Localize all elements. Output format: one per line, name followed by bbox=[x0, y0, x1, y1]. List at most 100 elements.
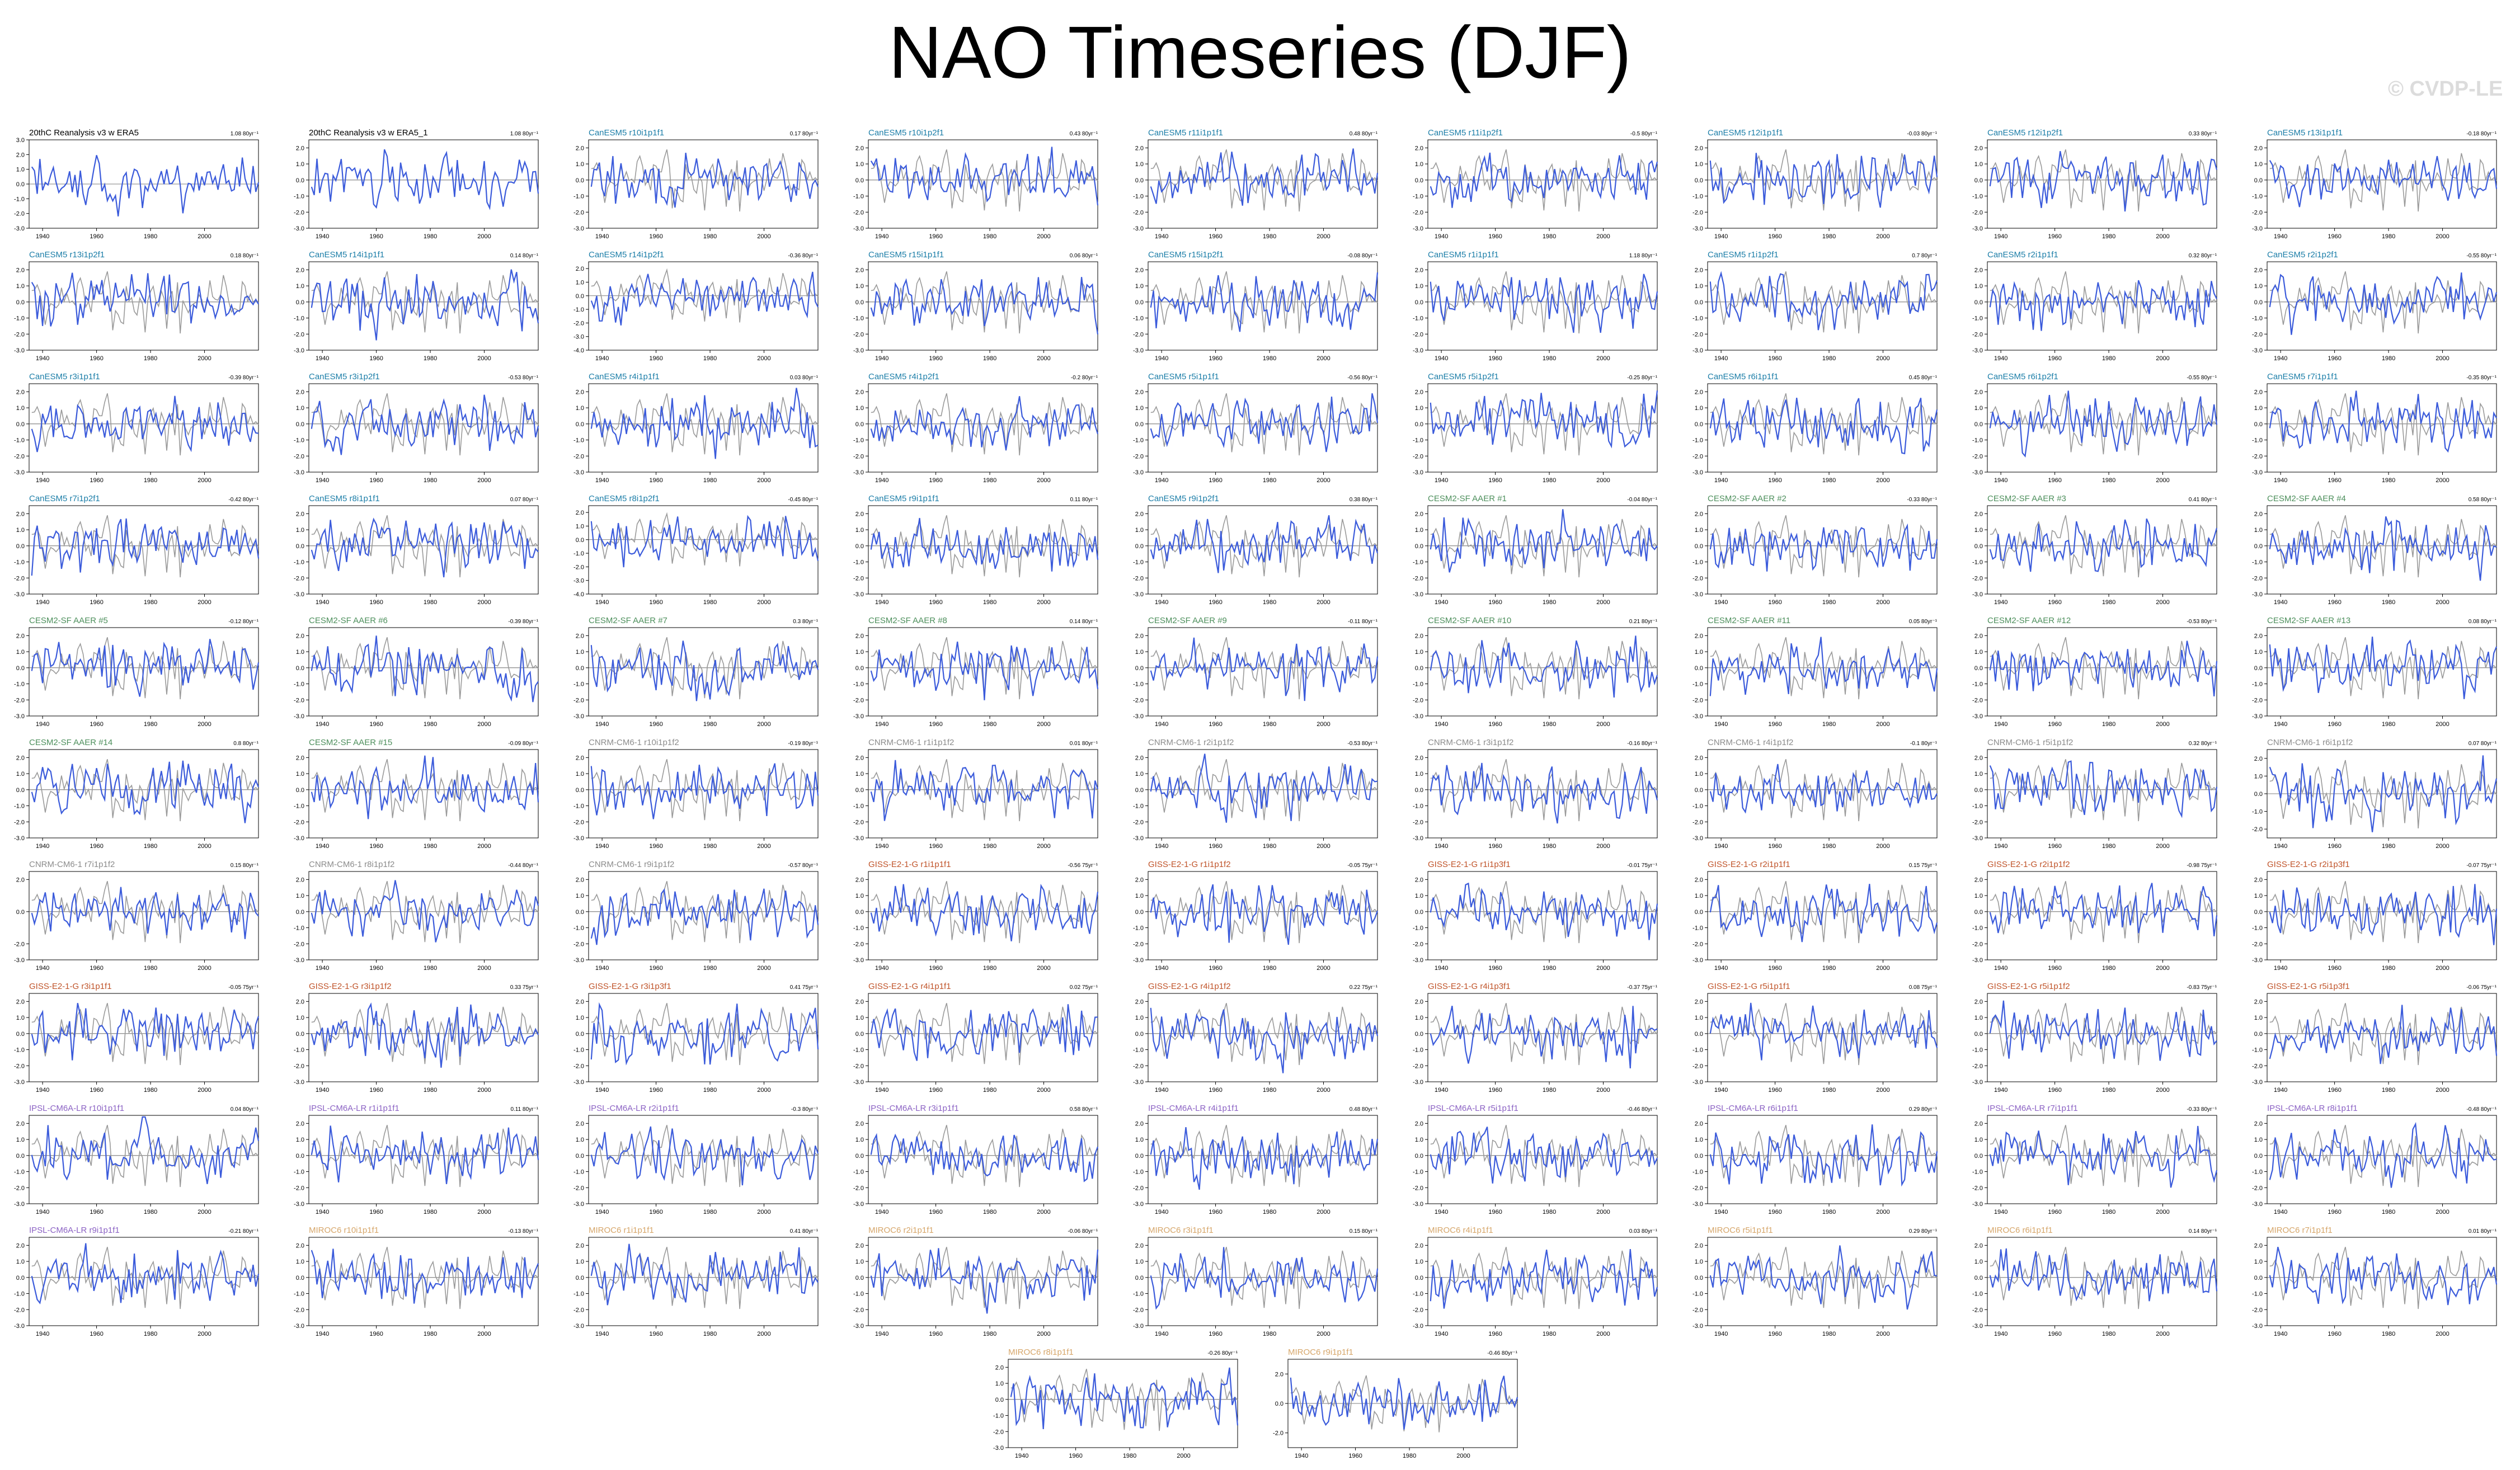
y-tick-label: 1.0 bbox=[296, 161, 304, 168]
x-tick-label: 1960 bbox=[1209, 721, 1222, 728]
chart-panel: CanESM5 r4i1p2f1 -0.2 80yr⁻¹ 2.0 1.0 0.0 -1.0… bbox=[853, 372, 1099, 484]
member-series-line bbox=[311, 149, 539, 210]
x-tick-label: 1940 bbox=[316, 355, 329, 362]
chart-panel: GISS-E2-1-G r3i1p1f1 -0.05 75yr⁻¹ 2.0 1.0 0.… bbox=[14, 982, 260, 1094]
x-tick-label: 1940 bbox=[1714, 965, 1728, 972]
y-tick-label: -3.0 bbox=[14, 1323, 25, 1330]
observed-series-line bbox=[31, 1125, 259, 1188]
panel-trend: -0.19 80yr⁻¹ bbox=[788, 741, 818, 747]
y-tick-label: 0.0 bbox=[1974, 299, 1983, 306]
plot-frame bbox=[1707, 993, 1938, 1082]
chart-panel: GISS-E2-1-G r5i1p3f1 -0.06 75yr⁻¹ 2.0 1.0 0.… bbox=[2252, 982, 2498, 1094]
y-tick-label: -3.0 bbox=[1413, 347, 1423, 354]
y-tick-label: -3.0 bbox=[294, 469, 304, 476]
chart-panel: CNRM-CM6-1 r6i1p1f2 0.07 80yr⁻¹ 2.0 1.0 0.0 -… bbox=[2252, 738, 2498, 850]
x-tick-label: 1940 bbox=[36, 599, 49, 606]
x-tick-label: 1940 bbox=[316, 1331, 329, 1337]
observed-series-line bbox=[1990, 393, 2217, 456]
y-tick-label: 2.0 bbox=[1415, 755, 1423, 761]
y-tick-label: 1.0 bbox=[995, 1381, 1004, 1387]
x-tick-label: 1980 bbox=[1822, 721, 1836, 728]
x-tick-label: 1960 bbox=[1209, 1331, 1222, 1337]
x-tick-label: 1940 bbox=[1435, 1209, 1448, 1215]
y-tick-label: -3.0 bbox=[1692, 1079, 1703, 1086]
plot-frame bbox=[1707, 383, 1938, 473]
y-tick-label: -3.0 bbox=[1972, 957, 1983, 964]
x-tick-label: 1960 bbox=[929, 233, 942, 240]
panel-title: MIROC6 r7i1p1f1 bbox=[2267, 1226, 2333, 1235]
y-tick-label: 1.0 bbox=[576, 523, 584, 530]
y-tick-label: 0.0 bbox=[2254, 1275, 2263, 1281]
panel-trend: -0.42 80yr⁻¹ bbox=[228, 497, 258, 503]
observed-series-line bbox=[31, 515, 259, 578]
x-tick-label: 1980 bbox=[1263, 965, 1276, 972]
observed-series-line bbox=[1150, 515, 1378, 578]
member-series-line bbox=[1150, 884, 1379, 945]
x-tick-label: 1960 bbox=[1488, 721, 1502, 728]
member-series-line bbox=[311, 635, 539, 703]
x-tick-label: 1980 bbox=[424, 1331, 437, 1337]
observed-series-line bbox=[311, 271, 539, 334]
y-tick-label: -3.0 bbox=[573, 957, 584, 964]
panel-trend: 0.21 80yr⁻¹ bbox=[1629, 619, 1658, 625]
y-tick-label: -3.0 bbox=[1692, 1201, 1703, 1208]
y-tick-label: 0.0 bbox=[16, 1031, 25, 1038]
panel-trend: -0.39 80yr⁻¹ bbox=[228, 375, 258, 381]
observed-series-line bbox=[1150, 637, 1378, 700]
x-tick-label: 1980 bbox=[1822, 355, 1836, 362]
panel-trend: -0.83 75yr⁻¹ bbox=[2187, 984, 2217, 991]
y-tick-label: 0.0 bbox=[576, 293, 584, 300]
chart-panel: CanESM5 r6i1p2f1 -0.55 80yr⁻¹ 2.0 1.0 0.0 -1.… bbox=[1972, 372, 2218, 484]
y-tick-label: 0.0 bbox=[1695, 299, 1703, 306]
member-series-line bbox=[1150, 637, 1379, 701]
y-tick-label: 0.0 bbox=[1695, 665, 1703, 672]
x-tick-label: 1980 bbox=[144, 233, 157, 240]
plot-frame bbox=[308, 261, 539, 351]
x-tick-label: 1940 bbox=[1994, 1331, 2007, 1337]
x-tick-label: 1940 bbox=[1994, 477, 2007, 484]
y-tick-label: 2.0 bbox=[1695, 267, 1703, 274]
x-tick-label: 1980 bbox=[703, 1087, 717, 1094]
x-tick-label: 2000 bbox=[1177, 1453, 1190, 1459]
y-tick-label: -1.0 bbox=[1972, 925, 1983, 932]
y-tick-label: -3.0 bbox=[573, 469, 584, 476]
y-tick-label: -3.0 bbox=[1133, 1201, 1144, 1208]
panel-title: CESM2-SF AAER #4 bbox=[2267, 494, 2346, 503]
y-tick-label: 1.0 bbox=[1415, 1137, 1423, 1143]
y-tick-label: -1.0 bbox=[14, 803, 25, 810]
y-tick-label: 0.0 bbox=[16, 909, 25, 916]
y-tick-label: 1.0 bbox=[2254, 1259, 2263, 1265]
y-tick-label: 1.0 bbox=[1695, 161, 1703, 168]
x-tick-label: 1960 bbox=[1348, 1453, 1362, 1459]
y-tick-label: 2.0 bbox=[855, 145, 864, 152]
y-tick-label: 2.0 bbox=[1415, 511, 1423, 517]
member-series-line bbox=[1150, 393, 1379, 453]
y-tick-label: 1.0 bbox=[1974, 649, 1983, 656]
x-tick-label: 1940 bbox=[1155, 843, 1168, 850]
x-tick-label: 1940 bbox=[595, 721, 609, 728]
x-tick-label: 1960 bbox=[2048, 1209, 2061, 1215]
y-tick-label: 2.0 bbox=[576, 877, 584, 883]
plot-frame bbox=[1148, 871, 1378, 960]
panel-trend: 0.58 80yr⁻¹ bbox=[1070, 1106, 1098, 1113]
y-tick-label: -1.0 bbox=[294, 194, 304, 200]
panel-title: GISS-E2-1-G r5i1p1f2 bbox=[1987, 982, 2070, 991]
x-tick-label: 1980 bbox=[2102, 477, 2115, 484]
x-tick-label: 1980 bbox=[2382, 355, 2395, 362]
y-tick-label: -2.0 bbox=[853, 697, 864, 704]
y-tick-label: 0.0 bbox=[1135, 1031, 1144, 1038]
panel-trend: -0.48 80yr⁻¹ bbox=[2466, 1106, 2497, 1113]
y-tick-label: 0.0 bbox=[1415, 1153, 1423, 1160]
y-tick-label: -1.0 bbox=[2252, 315, 2263, 322]
x-tick-label: 1940 bbox=[1155, 965, 1168, 972]
y-tick-label: 0.0 bbox=[296, 1275, 304, 1281]
x-tick-label: 1940 bbox=[1435, 1331, 1448, 1337]
y-tick-label: 1.0 bbox=[576, 279, 584, 286]
y-tick-label: -1.0 bbox=[2252, 809, 2263, 816]
plot-frame bbox=[1987, 1237, 2217, 1326]
plot-frame bbox=[1148, 139, 1378, 229]
panel-title: IPSL-CM6A-LR r7i1p1f1 bbox=[1987, 1104, 2078, 1113]
y-tick-label: -2.0 bbox=[1413, 819, 1423, 826]
plot-frame bbox=[1427, 749, 1658, 838]
y-tick-label: -2.0 bbox=[1413, 331, 1423, 338]
